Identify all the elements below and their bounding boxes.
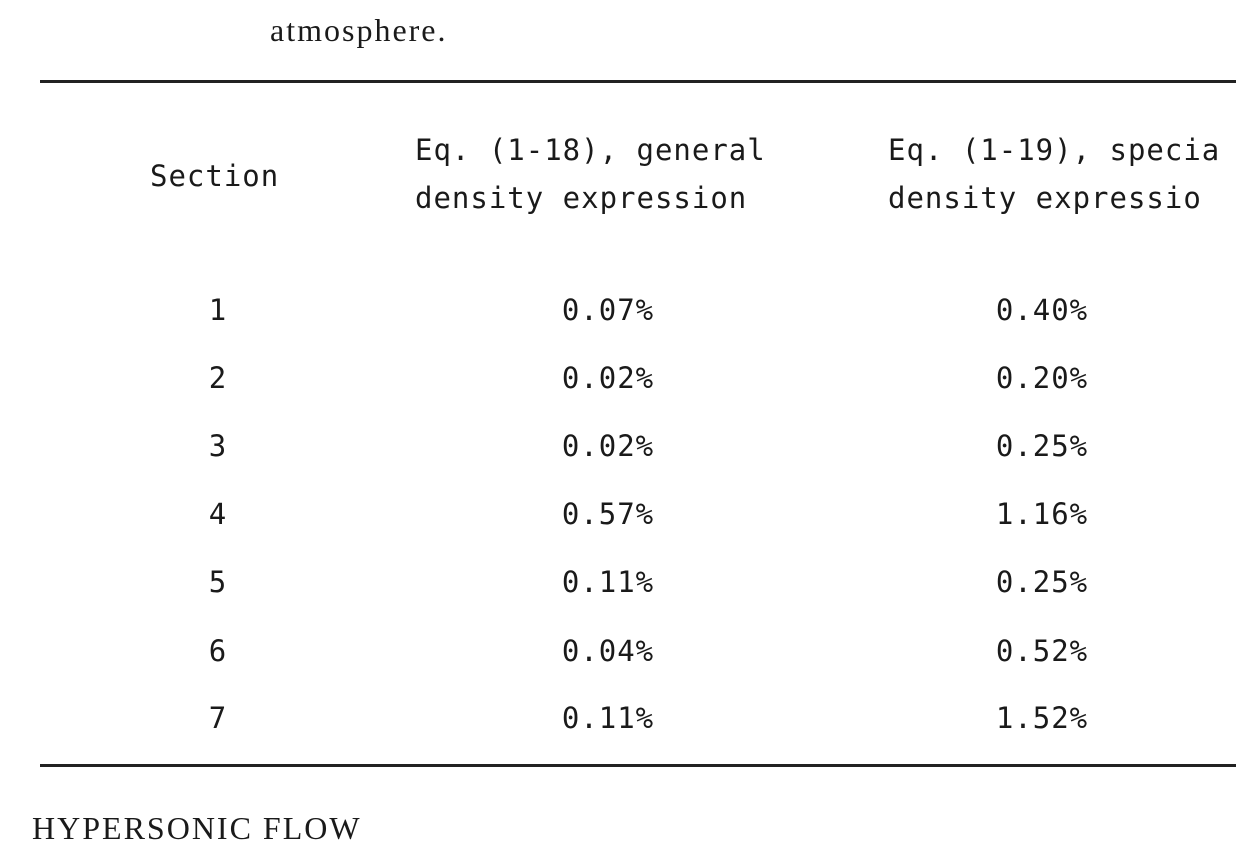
table-cell: 7 [208,701,228,735]
table-cell: 0.52% [995,634,1089,668]
table-cell: 0.04% [561,634,655,668]
table-cell: 0.02% [561,429,655,463]
footer-text: HYPERSONIC FLOW [32,810,362,846]
header-text: atmosphere. [270,12,448,48]
column-header: density expression [415,181,748,215]
table-cell: 0.07% [561,293,655,327]
top-rule [40,80,1236,83]
table-cell: 1 [208,293,228,327]
table-cell: 0.11% [561,701,655,735]
column-header: Section [150,159,280,193]
column-header: density expressio [888,181,1202,215]
column-header: Eq. (1-18), general [415,133,766,167]
table-cell: 0.40% [995,293,1089,327]
table-cell: 1.52% [995,701,1089,735]
table-cell: 5 [208,565,228,599]
table-cell: 0.57% [561,497,655,531]
bottom-rule [40,764,1236,767]
table-cell: 0.11% [561,565,655,599]
table-cell: 0.25% [995,429,1089,463]
table-cell: 3 [208,429,228,463]
table-cell: 0.25% [995,565,1089,599]
table-cell: 6 [208,634,228,668]
table-cell: 4 [208,497,228,531]
table-cell: 0.02% [561,361,655,395]
table-cell: 2 [208,361,228,395]
table-cell: 1.16% [995,497,1089,531]
table-cell: 0.20% [995,361,1089,395]
column-header: Eq. (1-19), specia [888,133,1221,167]
